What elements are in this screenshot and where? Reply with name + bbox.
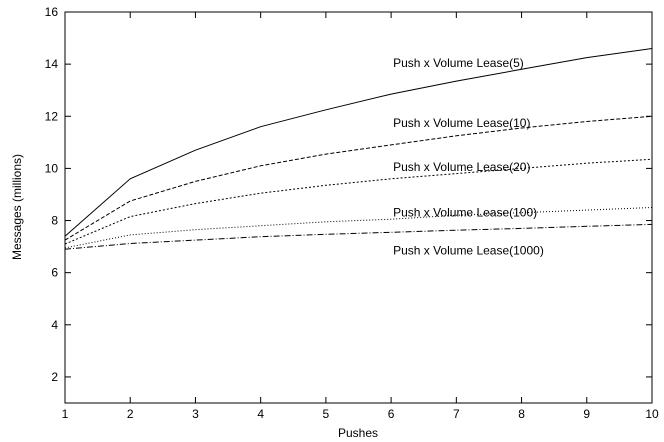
series-label-4: Push x Volume Lease(100) [393,206,537,220]
x-tick-label: 5 [323,407,330,421]
series-label-5: Push x Volume Lease(1000) [393,244,544,258]
x-tick-label: 1 [62,407,69,421]
x-tick-label: 4 [257,407,264,421]
x-tick-label: 3 [192,407,199,421]
x-tick-label: 7 [453,407,460,421]
x-tick-label: 8 [518,407,525,421]
series-group [64,48,653,250]
y-tick-label: 4 [51,318,58,332]
y-tick-label: 12 [45,109,59,123]
x-tick-label: 6 [388,407,395,421]
series-line-3 [64,158,653,245]
x-axis-title: Pushes [338,426,378,440]
y-tick-label: 14 [45,57,59,71]
y-tick-label: 16 [45,5,59,19]
y-axis: 2 4 6 8 10 12 14 16 [45,5,652,384]
y-tick-label: 8 [51,214,58,228]
y-tick-label: 2 [51,370,58,384]
y-axis-title: Messages (millions) [10,154,24,260]
series-labels: Push x Volume Lease(5) Push x Volume Leas… [393,56,544,258]
x-tick-label: 2 [127,407,134,421]
series-label-2: Push x Volume Lease(10) [393,116,530,130]
x-tick-label: 10 [645,407,659,421]
series-line-1 [64,48,653,237]
series-line-5 [64,223,653,250]
x-tick-label: 9 [583,407,590,421]
series-label-1: Push x Volume Lease(5) [393,56,524,70]
y-tick-label: 10 [45,161,59,175]
x-axis: 1 2 3 4 5 6 7 8 9 10 [62,12,659,421]
series-line-2 [64,115,653,241]
series-line-4 [64,207,653,249]
y-tick-label: 6 [51,266,58,280]
plot-frame [64,11,653,404]
series-label-3: Push x Volume Lease(20) [393,160,530,174]
